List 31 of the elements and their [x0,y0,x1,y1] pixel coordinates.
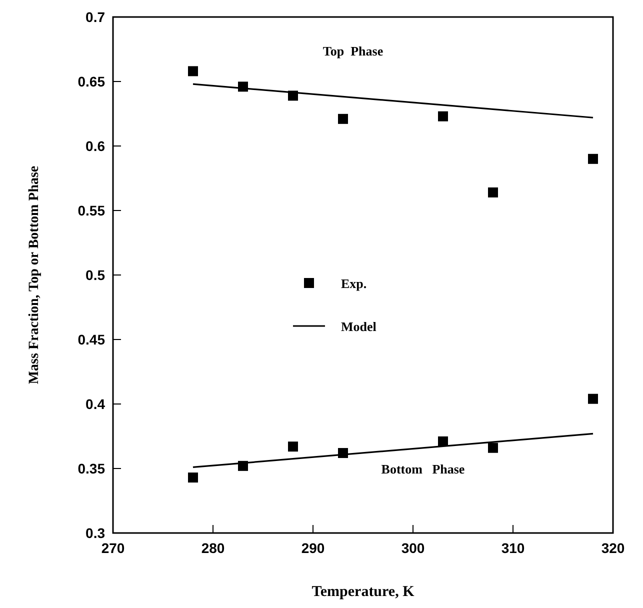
point [188,472,198,483]
y-tick-label: 0.3 [86,525,106,541]
annotation: Top Phase [322,44,384,59]
x-tick-label: 320 [601,540,625,556]
y-tick-label: 0.4 [86,396,106,412]
point [438,436,448,446]
x-tick-label: 290 [301,540,325,556]
y-tick-label: 0.55 [78,202,106,218]
annotation: Bottom Phase [381,462,465,477]
x-axis-title: Temperature, K [312,584,415,600]
legend-label: Model [341,319,377,334]
point [288,442,298,452]
y-tick-label: 0.65 [78,74,106,90]
point [488,442,498,453]
point [488,187,498,198]
point [188,66,198,76]
y-tick-label: 0.5 [86,267,106,283]
y-tick-label: 0.45 [78,332,106,348]
legend-label: Exp. [341,276,367,291]
point [438,111,448,122]
x-tick-label: 310 [501,540,525,556]
x-tick-label: 300 [401,540,425,556]
point [588,394,598,404]
y-tick-label: 0.7 [86,9,106,25]
point [338,114,348,124]
x-tick-label: 270 [101,540,125,556]
point [588,154,598,164]
x-tick-label: 280 [201,540,225,556]
y-tick-label: 0.6 [86,138,106,154]
y-tick-label: 0.35 [78,460,106,476]
y-axis-title: Mass Fraction, Top or Bottom Phase [27,166,42,384]
